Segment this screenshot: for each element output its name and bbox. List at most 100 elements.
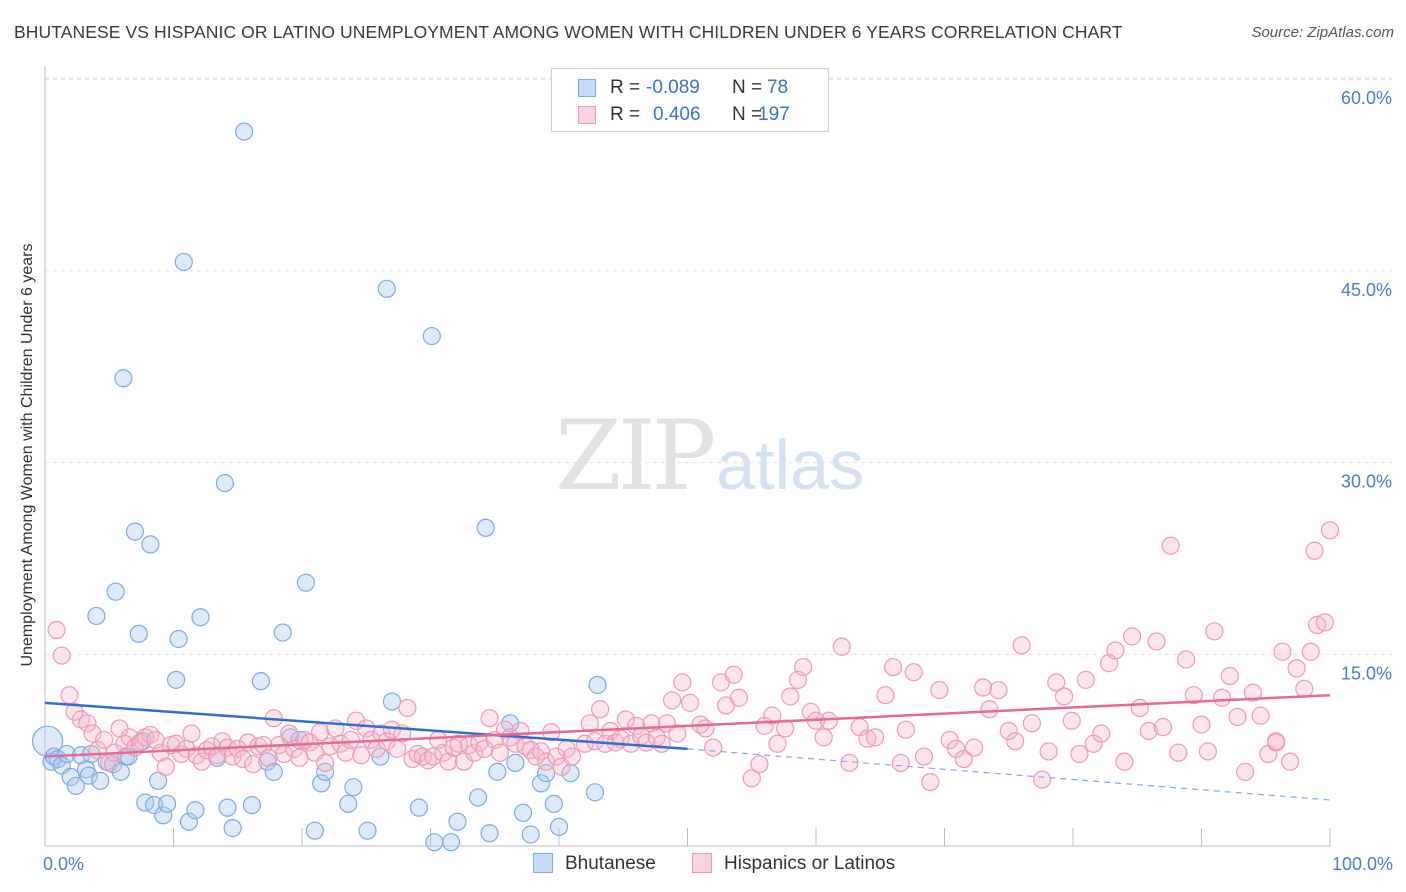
axes [44, 66, 1331, 847]
data-point-hispanic [930, 680, 949, 700]
watermark: ZIPatlas [555, 400, 864, 512]
legend-row-hispanic: R = 0.406 N = 197 [552, 102, 828, 128]
data-point-hispanic [1295, 679, 1314, 698]
data-point-hispanic [475, 739, 494, 758]
data-point-hispanic [954, 749, 973, 769]
trend-line-hispanic [44, 693, 1331, 758]
data-point-hispanic [1062, 711, 1081, 730]
data-point-hispanic [1176, 650, 1196, 669]
data-point-hispanic [1287, 659, 1306, 678]
data-point-bhutanese [480, 824, 499, 843]
data-point-hispanic [1076, 670, 1095, 689]
data-point-hispanic [1022, 714, 1041, 733]
data-point-hispanic [290, 748, 309, 767]
data-point-hispanic [280, 724, 299, 743]
data-point-bhutanese [377, 279, 396, 298]
data-point-hispanic [120, 728, 139, 747]
data-point-hispanic [244, 755, 263, 774]
data-point-bhutanese [513, 803, 533, 822]
data-point-hispanic [652, 734, 671, 753]
data-point-hispanic [182, 724, 201, 743]
data-point-hispanic [95, 730, 114, 750]
data-point-hispanic [60, 686, 79, 705]
bottom-legend-label: Bhutanese [565, 853, 656, 874]
data-point-hispanic [866, 728, 885, 747]
data-point-bhutanese [61, 767, 80, 787]
data-point-bhutanese [218, 798, 237, 817]
legend-r-value: -0.089 [646, 77, 700, 98]
data-point-hispanic [858, 729, 877, 748]
data-point-bhutanese [264, 762, 283, 781]
data-point-bhutanese [215, 473, 234, 493]
data-point-hispanic [750, 755, 769, 774]
data-point-hispanic [259, 748, 278, 767]
data-point-hispanic [891, 753, 910, 773]
data-point-hispanic [562, 747, 581, 766]
y-tick-label: 30.0% [1341, 472, 1392, 492]
data-point-bhutanese [358, 821, 377, 840]
data-point-hispanic [680, 693, 700, 712]
data-point-hispanic [208, 746, 227, 765]
hispanic-points [47, 521, 1340, 792]
data-point-hispanic [1184, 686, 1203, 705]
data-point-bhutanese [422, 326, 441, 346]
data-point-hispanic [1084, 734, 1103, 753]
data-point-hispanic [1130, 698, 1149, 718]
data-point-hispanic [940, 730, 959, 750]
data-point-bhutanese [169, 629, 188, 649]
legend-r-label: R = [610, 77, 641, 98]
data-point-hispanic [1192, 715, 1211, 734]
data-point-bhutanese [223, 819, 242, 838]
data-point-hispanic [47, 620, 66, 640]
data-point-hispanic [1266, 732, 1286, 751]
data-point-hispanic [973, 678, 993, 697]
data-point-hispanic [352, 746, 371, 765]
data-point-hispanic [151, 743, 170, 762]
data-point-hispanic [316, 753, 335, 773]
data-point-hispanic [1006, 732, 1025, 751]
trend-line-bhutanese [44, 701, 688, 751]
data-point-bhutanese [106, 582, 125, 601]
data-point-hispanic [704, 738, 723, 757]
data-point-hispanic [724, 665, 743, 684]
watermark-zip: ZIP [555, 400, 716, 512]
data-point-hispanic [454, 752, 474, 771]
data-point-bhutanese [468, 788, 488, 807]
data-point-hispanic [480, 709, 499, 728]
data-point-bhutanese [521, 825, 540, 844]
legend-n-label: N = [732, 77, 763, 98]
x-tick-label: 100.0% [1332, 854, 1393, 874]
legend-swatch-hispanic [578, 106, 596, 124]
data-point-hispanic [946, 739, 966, 758]
data-point-hispanic [547, 747, 566, 766]
data-point-hispanic [989, 680, 1008, 700]
data-point-hispanic [1047, 673, 1066, 692]
data-point-bhutanese [129, 624, 148, 643]
data-point-hispanic [1161, 536, 1180, 555]
data-point-hispanic [662, 691, 682, 710]
data-point-bhutanese [191, 608, 210, 627]
data-point-hispanic [591, 700, 610, 719]
data-point-bhutanese [148, 771, 168, 790]
data-point-hispanic [914, 747, 934, 766]
data-point-hispanic [1123, 627, 1142, 646]
data-point-hispanic [1153, 718, 1173, 737]
data-point-bhutanese [339, 794, 358, 813]
data-point-hispanic [904, 663, 923, 682]
data-point-hispanic [1147, 632, 1166, 651]
data-point-bhutanese [382, 692, 402, 711]
data-point-hispanic [1305, 541, 1324, 560]
data-point-bhutanese [506, 753, 525, 773]
data-point-hispanic [490, 743, 509, 762]
data-point-hispanic [1205, 622, 1224, 641]
data-point-hispanic [1198, 742, 1218, 761]
legend-n-value: 78 [767, 77, 789, 98]
data-point-bhutanese [476, 518, 495, 537]
data-point-hispanic [202, 737, 222, 756]
data-point-hispanic [668, 724, 687, 743]
legend-n-value: 197 [758, 104, 790, 125]
data-point-hispanic [840, 753, 859, 773]
bottom-legend-swatch-bhutanese [533, 853, 553, 873]
source-link[interactable]: Source: ZipAtlas.com [1251, 24, 1394, 41]
data-point-hispanic [387, 739, 407, 758]
